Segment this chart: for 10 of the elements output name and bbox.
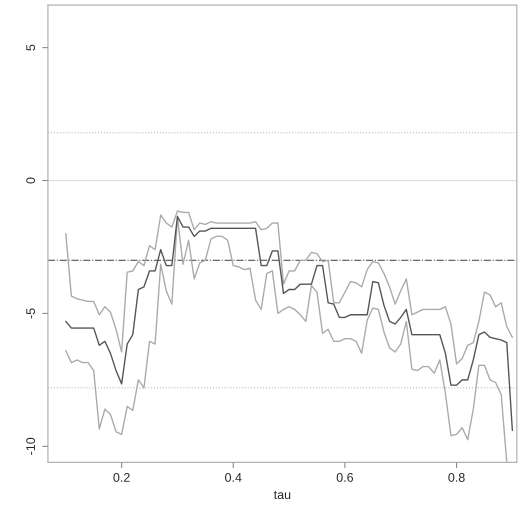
x-tick-label: 0.6: [336, 473, 354, 482]
y-tick-label: 5: [26, 44, 36, 51]
x-tick-label: 0.2: [113, 473, 130, 482]
y-tick-label: 0: [26, 178, 36, 184]
line-series: [65, 210, 514, 365]
x-axis-title: tau: [274, 490, 290, 500]
x-tick-label: 0.4: [225, 473, 242, 482]
x-tick-label: 0.8: [448, 473, 465, 482]
y-tick-label: -10: [26, 438, 36, 455]
y-tick-label: -5: [26, 308, 36, 318]
